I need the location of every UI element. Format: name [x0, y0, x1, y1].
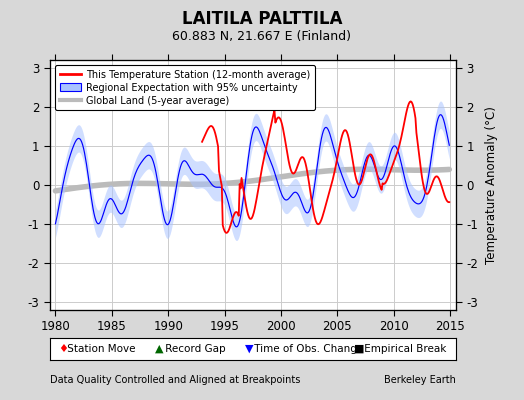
Text: Station Move: Station Move	[64, 344, 136, 354]
Legend: This Temperature Station (12-month average), Regional Expectation with 95% uncer: This Temperature Station (12-month avera…	[54, 65, 315, 110]
Text: Data Quality Controlled and Aligned at Breakpoints: Data Quality Controlled and Aligned at B…	[50, 375, 300, 385]
Y-axis label: Temperature Anomaly (°C): Temperature Anomaly (°C)	[485, 106, 498, 264]
Text: Record Gap: Record Gap	[161, 344, 225, 354]
Text: ▼: ▼	[245, 344, 253, 354]
Text: Berkeley Earth: Berkeley Earth	[384, 375, 456, 385]
Text: Empirical Break: Empirical Break	[361, 344, 446, 354]
Text: 60.883 N, 21.667 E (Finland): 60.883 N, 21.667 E (Finland)	[172, 30, 352, 43]
Text: LAITILA PALTTILA: LAITILA PALTTILA	[182, 10, 342, 28]
Text: ♦: ♦	[58, 344, 68, 354]
Text: ■: ■	[354, 344, 365, 354]
Text: Time of Obs. Change: Time of Obs. Change	[251, 344, 363, 354]
Text: ▲: ▲	[155, 344, 164, 354]
